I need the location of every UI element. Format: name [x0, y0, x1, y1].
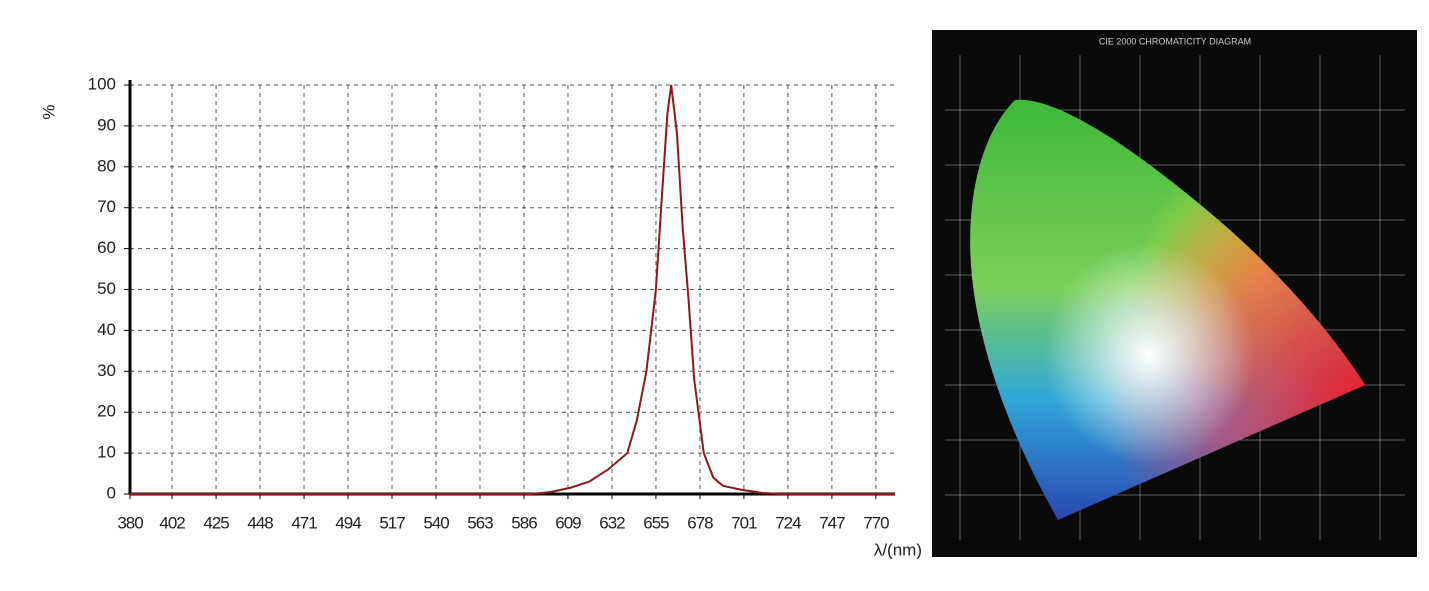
x-tick-label: 563	[467, 513, 493, 532]
x-tick-label: 494	[335, 513, 361, 532]
x-tick-label: 678	[687, 513, 713, 532]
x-tick-label: 701	[731, 513, 757, 532]
x-tick-label: 770	[863, 513, 889, 532]
x-tick-label: 471	[291, 513, 317, 532]
x-tick-label: 517	[379, 513, 405, 532]
plot: 0 10 20 30 40 50 60 70 80 90 100 380 402 425 448 471 494…	[39, 74, 922, 559]
y-tick-label: 100	[88, 74, 116, 93]
y-tick-label: 60	[97, 238, 116, 257]
y-tick-label: 0	[107, 483, 116, 502]
y-tick-label: 10	[97, 443, 116, 462]
x-tick-label: 724	[775, 513, 801, 532]
y-tick-label: 30	[97, 361, 116, 380]
x-tick-label: 632	[599, 513, 625, 532]
x-tick-label: 448	[247, 513, 273, 532]
diagram-title: CIE 2000 CHROMATICITY DIAGRAM	[1099, 36, 1251, 46]
x-axis-label: λ/(nm)	[874, 540, 922, 559]
x-tick-label: 586	[511, 513, 537, 532]
y-tick-label: 80	[97, 156, 116, 175]
spectrum-line	[130, 84, 895, 495]
x-tick-label: 655	[643, 513, 669, 532]
x-tick-label: 380	[117, 513, 143, 532]
x-tick-label: 540	[423, 513, 449, 532]
y-tick-label: 20	[97, 402, 116, 421]
x-tick-label: 747	[819, 513, 845, 532]
x-tick-label: 425	[203, 513, 229, 532]
x-tick-label: 402	[159, 513, 185, 532]
x-tick-label: 609	[555, 513, 581, 532]
y-tick-label: 70	[97, 197, 116, 216]
y-tick-label: 40	[97, 320, 116, 339]
y-tick-label: 90	[97, 115, 116, 134]
y-tick-label: 50	[97, 279, 116, 298]
diagram: CIE 2000 CHROMATICITY DIAGRAM	[932, 30, 1417, 557]
y-axis-label: %	[39, 104, 58, 119]
